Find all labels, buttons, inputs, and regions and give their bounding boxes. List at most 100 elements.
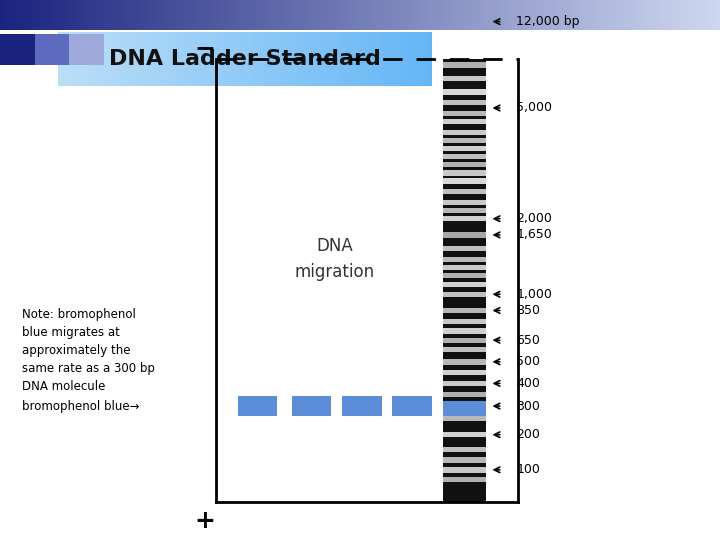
Bar [144, 0, 148, 30]
Bar [436, 0, 439, 30]
Bar [395, 32, 398, 86]
Bar [133, 0, 137, 30]
Bar [140, 0, 144, 30]
Bar [184, 0, 187, 30]
Bar [688, 0, 691, 30]
Bar [302, 0, 306, 30]
Bar [234, 0, 238, 30]
Bar [443, 162, 486, 167]
Bar [114, 32, 117, 86]
Bar [317, 0, 320, 30]
Bar [83, 0, 86, 30]
Bar [73, 32, 76, 86]
Bar [94, 0, 97, 30]
Bar [115, 0, 119, 30]
Bar [472, 0, 475, 30]
Bar [294, 32, 297, 86]
Bar [180, 0, 184, 30]
Bar [389, 0, 392, 30]
Bar [475, 0, 479, 30]
Bar [407, 0, 410, 30]
Bar [346, 0, 349, 30]
Bar [36, 0, 40, 30]
Bar [110, 32, 114, 86]
Bar [148, 0, 151, 30]
Bar [126, 0, 130, 30]
Bar [428, 0, 432, 30]
Bar [443, 178, 486, 184]
Bar [245, 0, 248, 30]
Bar [155, 0, 158, 30]
Bar [443, 216, 486, 221]
Bar [177, 32, 181, 86]
Bar [207, 32, 211, 86]
Bar [189, 32, 192, 86]
Bar [65, 32, 69, 86]
Bar [256, 0, 259, 30]
Bar [230, 32, 233, 86]
Bar [461, 0, 464, 30]
Bar [356, 0, 360, 30]
Bar [32, 0, 36, 30]
Bar [338, 0, 342, 30]
Bar [652, 0, 655, 30]
Bar [443, 457, 486, 463]
Bar [166, 32, 170, 86]
Bar [702, 0, 706, 30]
Bar [544, 0, 547, 30]
Bar [299, 0, 302, 30]
Bar [410, 32, 413, 86]
Bar [616, 0, 619, 30]
Bar [84, 32, 88, 86]
Bar [129, 32, 132, 86]
Bar [443, 246, 486, 251]
Bar [119, 0, 122, 30]
Bar [443, 154, 486, 159]
Bar [518, 0, 522, 30]
Bar [608, 0, 612, 30]
Bar [443, 370, 486, 375]
Bar [385, 0, 389, 30]
Bar [464, 0, 468, 30]
Bar [194, 0, 198, 30]
Bar [324, 0, 328, 30]
Bar [372, 32, 376, 86]
Bar [277, 0, 281, 30]
Bar [323, 32, 327, 86]
Bar [648, 0, 652, 30]
Bar [418, 0, 421, 30]
Bar [443, 200, 486, 205]
Bar [493, 0, 497, 30]
Bar [497, 0, 500, 30]
Bar [583, 0, 587, 30]
Bar [14, 0, 18, 30]
Text: 5,000: 5,000 [516, 102, 552, 114]
Bar [457, 0, 461, 30]
Bar [18, 0, 22, 30]
Bar [350, 32, 354, 86]
Bar [403, 0, 407, 30]
Bar [623, 0, 626, 30]
Bar [529, 0, 533, 30]
Bar [361, 32, 364, 86]
Bar [659, 0, 662, 30]
Bar [166, 0, 169, 30]
Bar [227, 0, 230, 30]
Bar [233, 32, 238, 86]
Bar [392, 0, 396, 30]
Bar [443, 403, 486, 409]
Bar [219, 32, 222, 86]
Bar [54, 0, 58, 30]
Bar [47, 0, 50, 30]
Bar [125, 32, 129, 86]
Bar [562, 0, 565, 30]
Bar [338, 32, 342, 86]
Bar [391, 32, 395, 86]
Bar [670, 0, 673, 30]
Bar [443, 130, 486, 135]
Bar [35, 33, 69, 65]
Bar [443, 119, 486, 124]
Bar [301, 32, 305, 86]
Bar [454, 0, 457, 30]
Bar [264, 32, 267, 86]
